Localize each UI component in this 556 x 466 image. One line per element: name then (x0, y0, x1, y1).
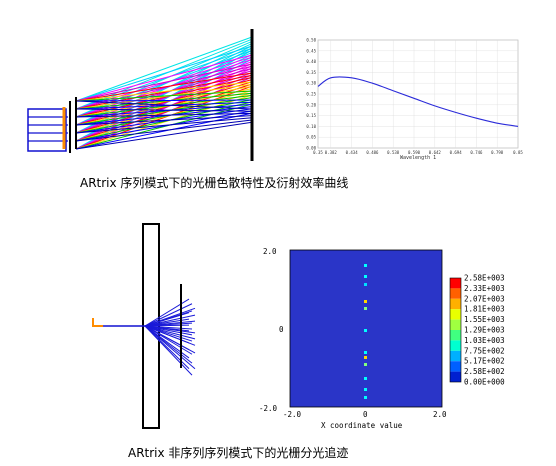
efficiency-x-tick: 0.382 (325, 150, 338, 155)
efficiency-y-tick: 0.30 (306, 81, 316, 86)
intensity-spot (364, 351, 367, 354)
efficiency-y-tick: 0.15 (306, 113, 316, 118)
intensity-spot (364, 283, 367, 286)
colorbar-label: 2.58E+002 (464, 367, 505, 376)
colorbar-segment (450, 330, 461, 341)
intensity-spot (364, 329, 367, 332)
efficiency-y-tick: 0.35 (306, 70, 316, 75)
efficiency-y-tick: 0.10 (306, 124, 316, 129)
bottom-caption: ARtrix 非序列序列模式下的光栅分光追迹 (128, 446, 349, 460)
efficiency-y-ticks: 0.50 0.45 0.40 0.35 0.30 0.25 0.20 0.15 0.10 0.05… (306, 38, 316, 151)
map-x-tick-left: -2.0 (283, 410, 302, 419)
intensity-spot (364, 356, 367, 359)
split-ray-fan (144, 298, 196, 376)
colorbar-segment (450, 340, 461, 351)
colorbar-label: 0.00E+000 (464, 378, 505, 387)
efficiency-x-tick: 0.85 (513, 150, 523, 155)
intensity-spot (364, 300, 367, 303)
colorbar-label: 1.81E+003 (464, 305, 505, 314)
efficiency-x-tick: 0.486 (366, 150, 379, 155)
efficiency-x-tick: 0.746 (470, 150, 483, 155)
colorbar-segment (450, 309, 461, 320)
colorbar-segment (450, 278, 461, 289)
efficiency-y-tick: 0.45 (306, 48, 316, 53)
intensity-map: 2.0 0 -2.0 -2.0 0 2.0 X coordinate value… (259, 247, 505, 430)
intensity-spot (364, 377, 367, 380)
intensity-spots (364, 264, 367, 399)
nonsequential-trace-diagram (92, 223, 196, 429)
map-x-tick-mid: 0 (363, 410, 368, 419)
map-y-tick-mid: 0 (279, 325, 284, 334)
efficiency-y-tick: 0.40 (306, 59, 316, 64)
efficiency-y-tick: 0.25 (306, 92, 316, 97)
intensity-field (289, 249, 443, 408)
colorbar-segment (450, 288, 461, 299)
map-x-label: X coordinate value (321, 421, 403, 430)
colorbar-label: 2.58E+003 (464, 274, 505, 283)
colorbar-label: 2.07E+003 (464, 294, 505, 303)
efficiency-y-tick: 0.00 (306, 146, 316, 151)
intensity-spot (364, 307, 367, 310)
efficiency-x-tick: 0.35 (313, 150, 323, 155)
efficiency-chart: 0.50 0.45 0.40 0.35 0.30 0.25 0.20 0.15 0.10 0.05… (306, 38, 523, 162)
dispersion-ray-diagram (27, 29, 254, 161)
intensity-spot (364, 264, 367, 267)
efficiency-y-tick: 0.50 (306, 38, 316, 43)
source-marker (92, 318, 103, 327)
map-y-tick-top: 2.0 (263, 247, 277, 256)
efficiency-x-tick: 0.694 (450, 150, 463, 155)
efficiency-x-tick: 0.590 (408, 150, 421, 155)
colorbar-label: 7.75E+002 (464, 346, 505, 355)
intensity-spot (364, 275, 367, 278)
colorbar-label: 5.17E+002 (464, 357, 505, 366)
efficiency-y-tick: 0.05 (306, 135, 316, 140)
efficiency-x-tick: 0.798 (491, 150, 504, 155)
colorbar-label: 1.29E+003 (464, 326, 505, 335)
efficiency-y-tick: 0.20 (306, 102, 316, 107)
colorbar-label: 2.33E+003 (464, 284, 505, 293)
ray-fan (75, 36, 253, 150)
colorbar-segment (450, 371, 461, 382)
intensity-spot (364, 363, 367, 366)
colorbar-segment (450, 298, 461, 310)
efficiency-x-tick: 0.434 (346, 150, 359, 155)
colorbar-segment (450, 361, 461, 372)
efficiency-x-tick: 0.642 (429, 150, 442, 155)
efficiency-x-tick: 0.538 (387, 150, 400, 155)
colorbar-label: 1.03E+003 (464, 336, 505, 345)
colorbar-segment (450, 319, 461, 330)
efficiency-x-label: Wavelength 1 (400, 155, 436, 161)
colorbar (449, 277, 462, 383)
colorbar-label: 1.55E+003 (464, 315, 505, 324)
beam-source (27, 108, 67, 152)
top-caption: ARtrix 序列模式下的光栅色散特性及衍射效率曲线 (80, 176, 349, 190)
map-x-tick-right: 2.0 (433, 410, 447, 419)
efficiency-x-ticks: 0.35 0.382 0.434 0.486 0.538 0.590 0.642 0.694 0… (313, 150, 523, 155)
map-y-tick-bottom: -2.0 (259, 404, 278, 413)
efficiency-grid (317, 39, 519, 149)
efficiency-curve (317, 76, 519, 127)
intensity-spot (364, 388, 367, 391)
colorbar-segment (450, 350, 461, 362)
intensity-spot (364, 396, 367, 399)
